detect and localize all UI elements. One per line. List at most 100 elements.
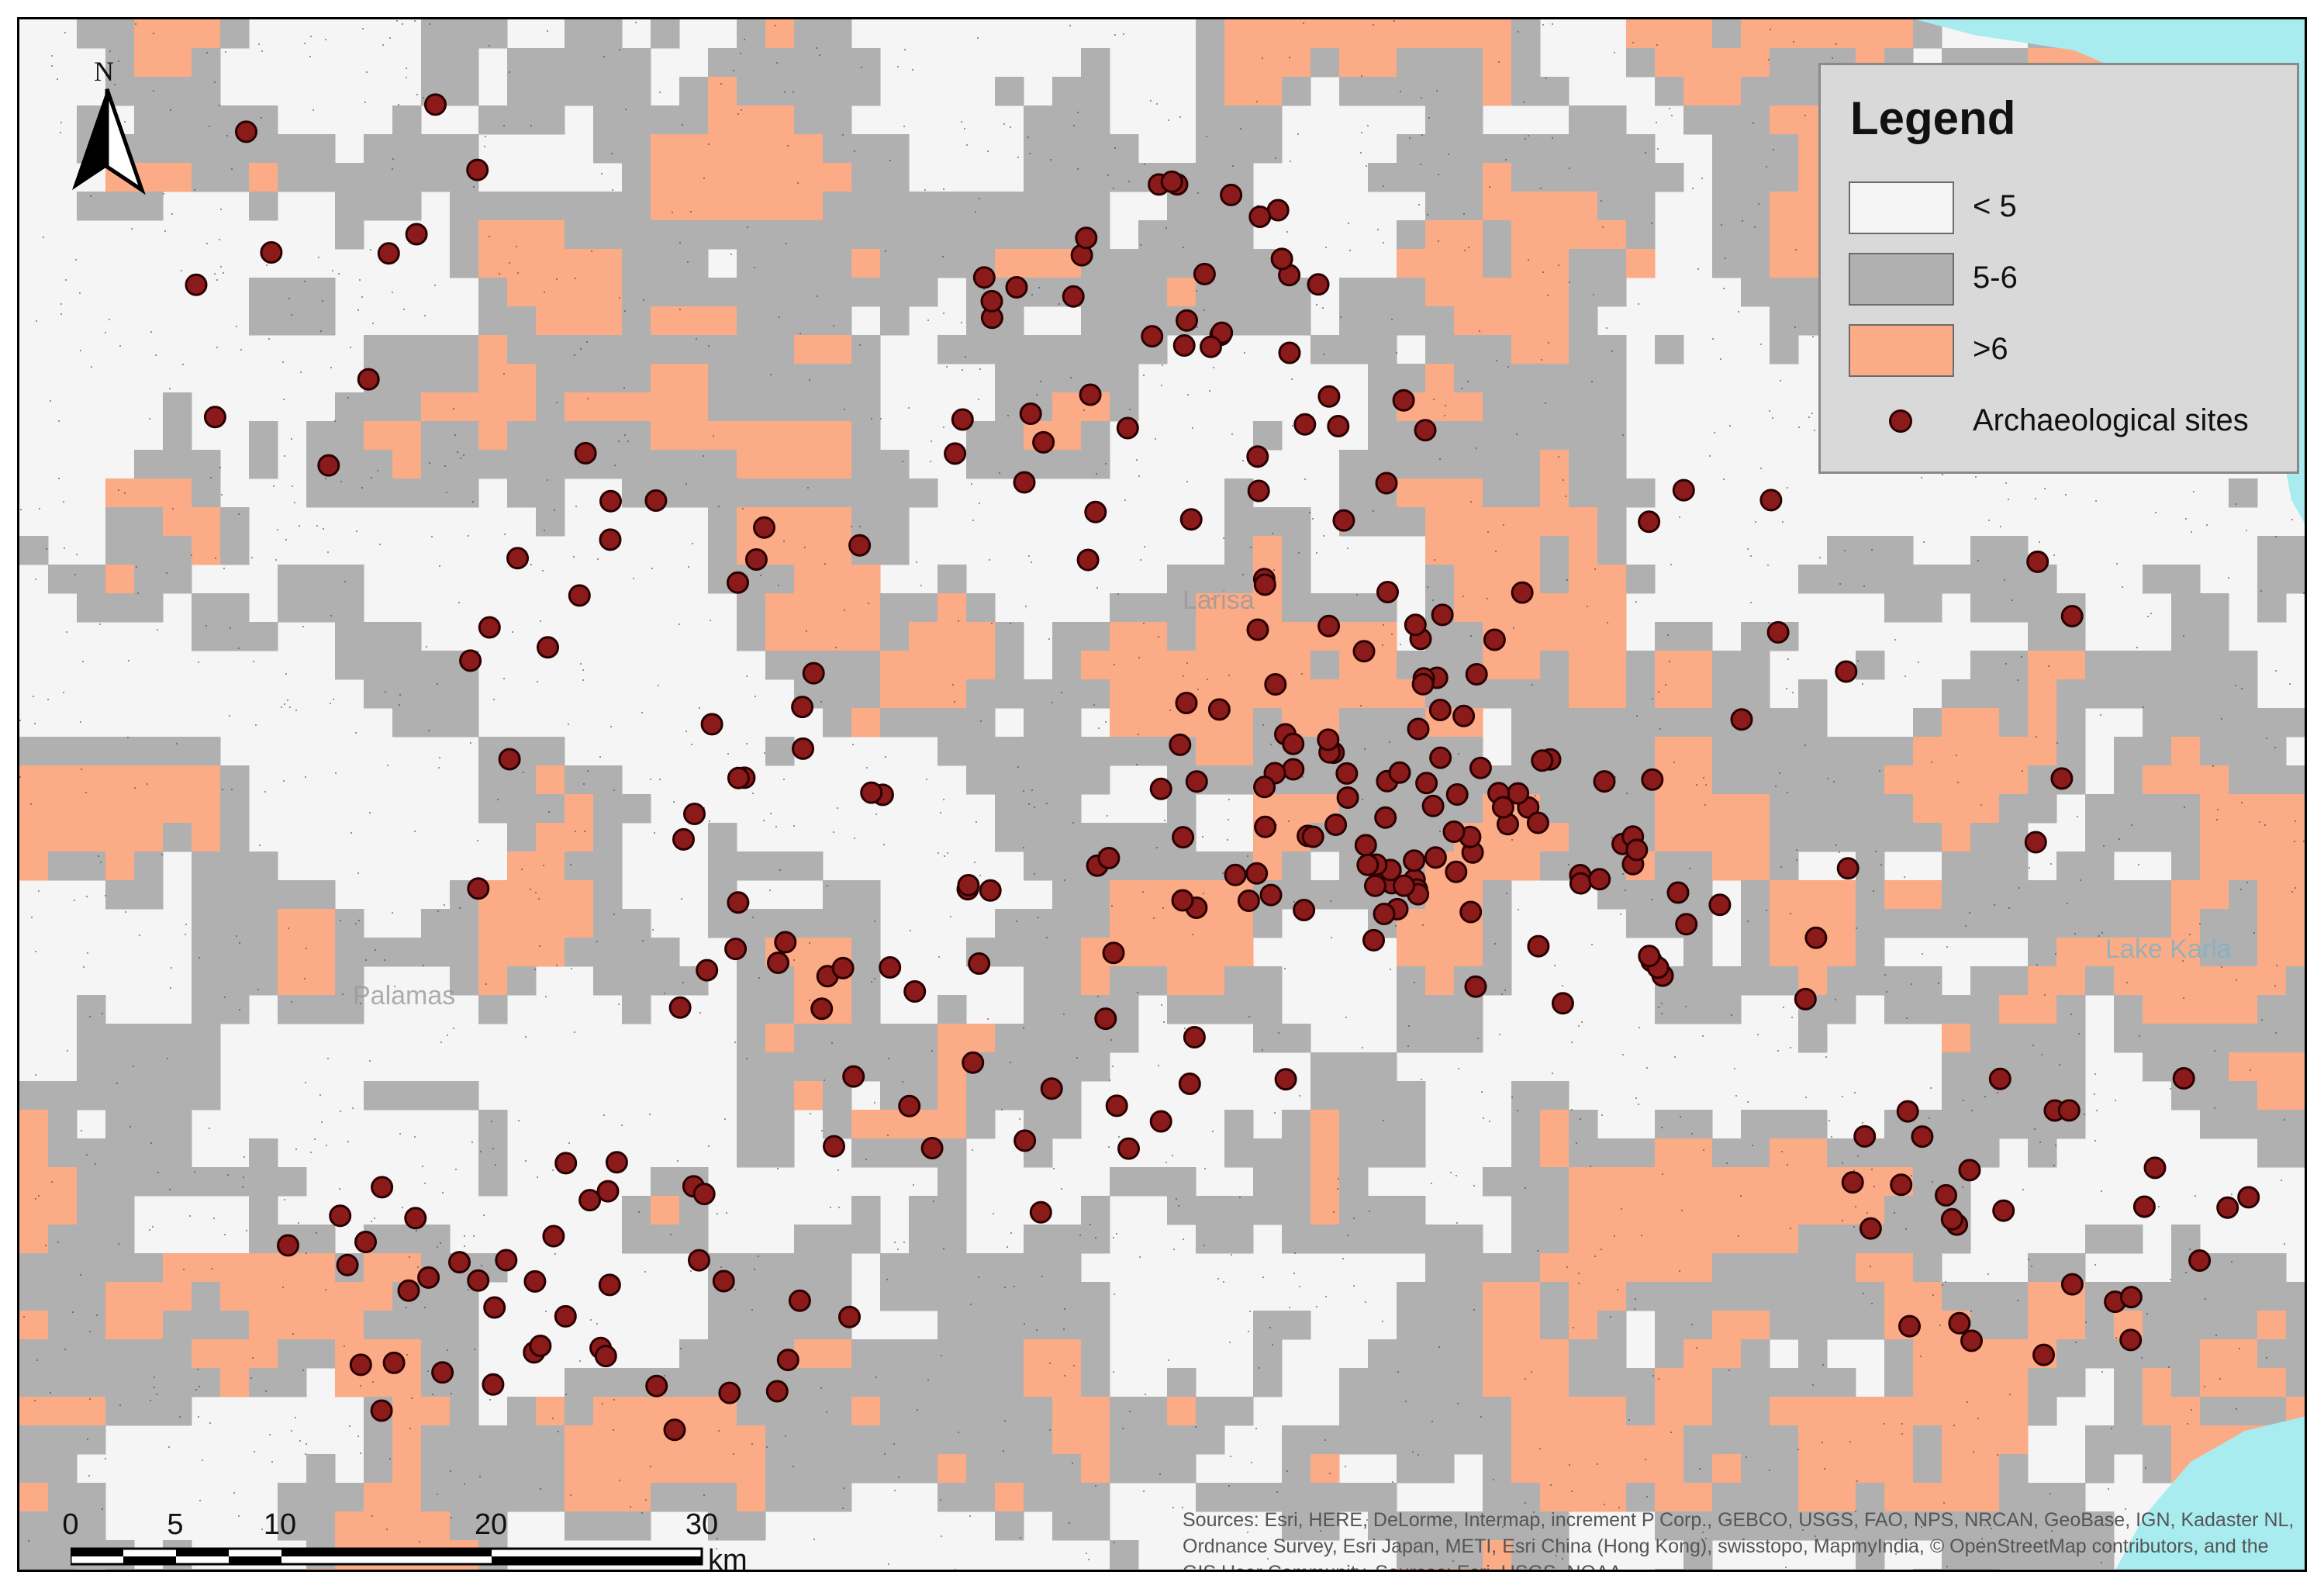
archaeological-site-marker[interactable] bbox=[944, 442, 967, 465]
archaeological-site-marker[interactable] bbox=[1459, 900, 1483, 924]
archaeological-site-marker[interactable] bbox=[1149, 777, 1172, 800]
archaeological-site-marker[interactable] bbox=[724, 938, 748, 961]
archaeological-site-marker[interactable] bbox=[1960, 1329, 1983, 1352]
archaeological-site-marker[interactable] bbox=[1169, 733, 1192, 756]
archaeological-site-marker[interactable] bbox=[1424, 846, 1447, 869]
archaeological-site-marker[interactable] bbox=[506, 547, 529, 570]
archaeological-site-marker[interactable] bbox=[1105, 1094, 1128, 1117]
archaeological-site-marker[interactable] bbox=[596, 1180, 620, 1203]
archaeological-site-marker[interactable] bbox=[2119, 1286, 2143, 1309]
archaeological-site-marker[interactable] bbox=[753, 516, 775, 539]
archaeological-site-marker[interactable] bbox=[1149, 1110, 1172, 1133]
archaeological-site-marker[interactable] bbox=[1766, 620, 1790, 644]
archaeological-site-marker[interactable] bbox=[1246, 445, 1269, 468]
archaeological-site-marker[interactable] bbox=[459, 649, 482, 672]
archaeological-site-marker[interactable] bbox=[1531, 749, 1554, 772]
archaeological-site-marker[interactable] bbox=[1079, 383, 1102, 406]
archaeological-site-marker[interactable] bbox=[920, 1137, 944, 1159]
archaeological-site-marker[interactable] bbox=[2172, 1067, 2195, 1090]
archaeological-site-marker[interactable] bbox=[1992, 1199, 2015, 1222]
archaeological-site-marker[interactable] bbox=[405, 223, 428, 246]
archaeological-site-marker[interactable] bbox=[523, 1269, 547, 1293]
archaeological-site-marker[interactable] bbox=[1675, 913, 1698, 936]
archaeological-site-marker[interactable] bbox=[1324, 813, 1348, 836]
archaeological-site-marker[interactable] bbox=[1641, 768, 1664, 791]
archaeological-site-marker[interactable] bbox=[1392, 389, 1415, 412]
archaeological-site-marker[interactable] bbox=[1527, 934, 1550, 958]
archaeological-site-marker[interactable] bbox=[663, 1418, 686, 1442]
archaeological-site-marker[interactable] bbox=[951, 408, 974, 431]
archaeological-site-marker[interactable] bbox=[1898, 1314, 1921, 1338]
archaeological-site-marker[interactable] bbox=[1374, 806, 1397, 829]
archaeological-site-marker[interactable] bbox=[831, 956, 855, 979]
archaeological-site-marker[interactable] bbox=[1116, 416, 1139, 440]
archaeological-site-marker[interactable] bbox=[1804, 926, 1828, 949]
archaeological-site-marker[interactable] bbox=[1293, 899, 1316, 921]
archaeological-site-marker[interactable] bbox=[810, 997, 834, 1021]
archaeological-site-marker[interactable] bbox=[1638, 945, 1661, 968]
archaeological-site-marker[interactable] bbox=[1411, 672, 1435, 696]
archaeological-site-marker[interactable] bbox=[903, 980, 927, 1003]
archaeological-site-marker[interactable] bbox=[317, 454, 340, 477]
archaeological-site-marker[interactable] bbox=[1896, 1100, 1919, 1123]
archaeological-site-marker[interactable] bbox=[2132, 1195, 2156, 1218]
archaeological-site-marker[interactable] bbox=[1569, 872, 1592, 895]
archaeological-site-marker[interactable] bbox=[1672, 478, 1695, 502]
archaeological-site-marker[interactable] bbox=[718, 1381, 741, 1404]
archaeological-site-marker[interactable] bbox=[791, 696, 814, 719]
archaeological-site-marker[interactable] bbox=[1469, 756, 1492, 779]
archaeological-site-marker[interactable] bbox=[1220, 183, 1243, 206]
archaeological-site-marker[interactable] bbox=[1464, 975, 1487, 998]
archaeological-site-marker[interactable] bbox=[1526, 811, 1549, 834]
archaeological-site-marker[interactable] bbox=[668, 996, 692, 1019]
archaeological-site-marker[interactable] bbox=[1911, 1125, 1934, 1149]
archaeological-site-marker[interactable] bbox=[1859, 1217, 1882, 1240]
archaeological-site-marker[interactable] bbox=[2060, 1273, 2084, 1296]
archaeological-site-marker[interactable] bbox=[957, 874, 980, 896]
archaeological-site-marker[interactable] bbox=[404, 1207, 427, 1230]
archaeological-site-marker[interactable] bbox=[554, 1152, 578, 1175]
archaeological-site-marker[interactable] bbox=[802, 662, 825, 685]
archaeological-site-marker[interactable] bbox=[370, 1399, 393, 1422]
archaeological-site-marker[interactable] bbox=[1160, 170, 1183, 193]
archaeological-site-marker[interactable] bbox=[1094, 1007, 1117, 1031]
archaeological-site-marker[interactable] bbox=[185, 273, 208, 296]
archaeological-site-marker[interactable] bbox=[1593, 770, 1616, 793]
archaeological-site-marker[interactable] bbox=[1317, 385, 1341, 408]
archaeological-site-marker[interactable] bbox=[1274, 1068, 1297, 1091]
archaeological-site-marker[interactable] bbox=[1393, 874, 1415, 897]
archaeological-site-marker[interactable] bbox=[672, 827, 695, 851]
archaeological-site-marker[interactable] bbox=[357, 368, 380, 391]
archaeological-site-marker[interactable] bbox=[466, 158, 489, 181]
archaeological-site-marker[interactable] bbox=[605, 1151, 628, 1174]
archaeological-site-marker[interactable] bbox=[1638, 510, 1661, 534]
archaeological-site-marker[interactable] bbox=[688, 1249, 710, 1272]
archaeological-site-marker[interactable] bbox=[1278, 341, 1301, 364]
archaeological-site-marker[interactable] bbox=[788, 1289, 811, 1312]
archaeological-site-marker[interactable] bbox=[498, 748, 521, 771]
archaeological-site-marker[interactable] bbox=[1511, 581, 1534, 604]
archaeological-site-marker[interactable] bbox=[1178, 1073, 1201, 1095]
archaeological-site-marker[interactable] bbox=[1666, 881, 1690, 904]
archaeological-site-marker[interactable] bbox=[1032, 430, 1055, 454]
archaeological-site-marker[interactable] bbox=[2057, 1099, 2081, 1122]
archaeological-site-marker[interactable] bbox=[598, 1273, 621, 1297]
archaeological-site-marker[interactable] bbox=[744, 548, 768, 571]
archaeological-site-marker[interactable] bbox=[1317, 728, 1340, 751]
archaeological-site-marker[interactable] bbox=[700, 713, 723, 736]
archaeological-site-marker[interactable] bbox=[962, 1051, 985, 1074]
archaeological-site-marker[interactable] bbox=[1293, 413, 1317, 436]
archaeological-site-marker[interactable] bbox=[1431, 603, 1454, 627]
archaeological-site-marker[interactable] bbox=[1176, 309, 1198, 332]
archaeological-site-marker[interactable] bbox=[354, 1231, 377, 1253]
archaeological-site-marker[interactable] bbox=[467, 877, 490, 900]
archaeological-site-marker[interactable] bbox=[2026, 550, 2049, 573]
archaeological-site-marker[interactable] bbox=[1248, 206, 1272, 228]
archaeological-site-marker[interactable] bbox=[1373, 903, 1396, 925]
archaeological-site-marker[interactable] bbox=[329, 1204, 352, 1228]
archaeological-site-marker[interactable] bbox=[1224, 863, 1247, 886]
archaeological-site-marker[interactable] bbox=[792, 737, 814, 760]
archaeological-site-marker[interactable] bbox=[277, 1234, 299, 1257]
archaeological-site-marker[interactable] bbox=[568, 584, 591, 607]
archaeological-site-marker[interactable] bbox=[1841, 1171, 1864, 1194]
